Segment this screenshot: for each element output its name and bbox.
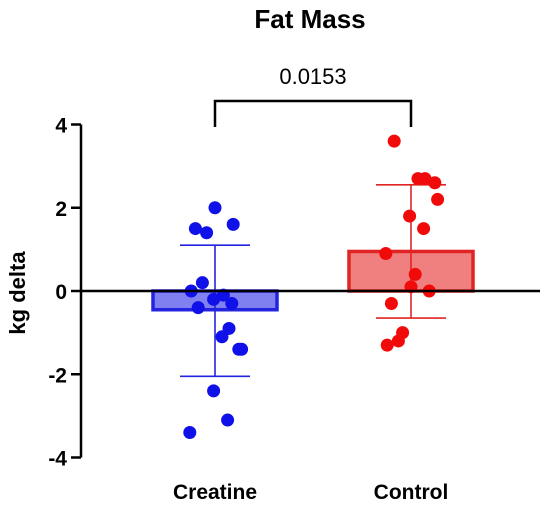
error-bars-layer <box>180 184 446 378</box>
data-point <box>200 226 214 240</box>
data-point <box>226 217 240 231</box>
data-point <box>183 426 197 440</box>
data-point <box>411 172 425 186</box>
data-point <box>431 192 445 206</box>
data-point <box>235 342 249 356</box>
axes-layer: Creatine Control -4 -2 0 2 4 <box>48 115 540 504</box>
data-point <box>403 209 417 223</box>
data-point <box>428 176 442 190</box>
data-point <box>408 267 422 281</box>
x-tick-label: Control <box>374 481 449 504</box>
chart-title: Fat Mass <box>254 4 366 34</box>
data-point <box>215 330 229 344</box>
data-point <box>195 276 209 290</box>
data-point <box>225 296 239 310</box>
y-tick-label: 4 <box>55 115 67 138</box>
data-point <box>191 301 205 315</box>
data-point <box>221 413 235 427</box>
data-point <box>417 222 431 236</box>
y-tick-label: 0 <box>55 281 67 304</box>
data-point <box>391 334 405 348</box>
data-point <box>208 201 222 215</box>
data-point <box>379 247 393 261</box>
y-tick-label: -4 <box>48 448 67 471</box>
y-tick-label: 2 <box>55 198 67 221</box>
data-point <box>380 338 394 352</box>
data-point <box>207 292 221 306</box>
y-tick-label: -2 <box>48 364 67 387</box>
data-point <box>207 384 221 398</box>
x-tick-label: Creatine <box>173 481 257 504</box>
data-point <box>384 296 398 310</box>
data-point <box>188 222 202 236</box>
bracket-line <box>213 99 413 127</box>
data-point <box>387 134 401 148</box>
points-layer <box>183 134 445 440</box>
p-value-label: 0.0153 <box>279 64 346 89</box>
significance-bracket: 0.0153 <box>213 64 413 127</box>
